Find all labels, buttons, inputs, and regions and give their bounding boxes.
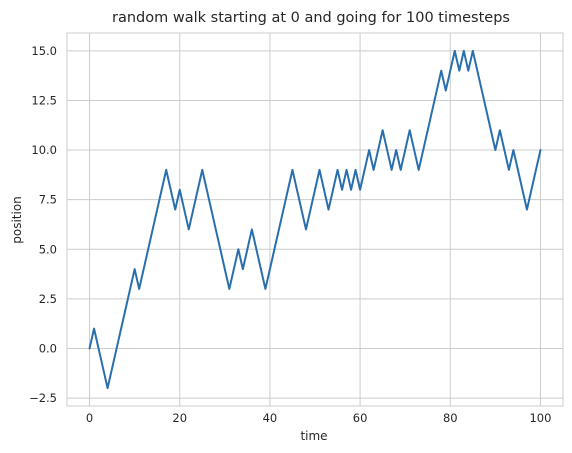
grid-lines: [67, 33, 563, 406]
x-tick-label: 0: [86, 411, 93, 425]
y-tick-label: 12.5: [31, 93, 57, 107]
series-line: [88, 49, 542, 390]
y-tick-label: 0.0: [39, 341, 57, 355]
series-layer: [88, 49, 542, 390]
x-tick-label: 60: [353, 411, 368, 425]
x-tick-label: 100: [529, 411, 551, 425]
x-tick-label: 20: [172, 411, 187, 425]
y-axis-label: position: [10, 196, 24, 244]
y-tick-label: −2.5: [29, 391, 57, 405]
x-tick-label: 40: [263, 411, 278, 425]
y-tick-label: 2.5: [39, 292, 57, 306]
plot-frame: [66, 32, 564, 407]
x-tick-labels: 0 20 40 60 80 100: [86, 411, 552, 425]
y-tick-label: 5.0: [39, 242, 57, 256]
y-tick-labels: −2.5 0.0 2.5 5.0 7.5 10.0 12.5 15.0: [29, 44, 57, 405]
x-axis-label: time: [300, 429, 327, 443]
y-tick-label: 10.0: [31, 143, 57, 157]
y-tick-label: 15.0: [31, 44, 57, 58]
chart-title: random walk starting at 0 and going for …: [112, 10, 510, 26]
y-tick-label: 7.5: [39, 193, 57, 207]
x-tick-label: 80: [443, 411, 458, 425]
